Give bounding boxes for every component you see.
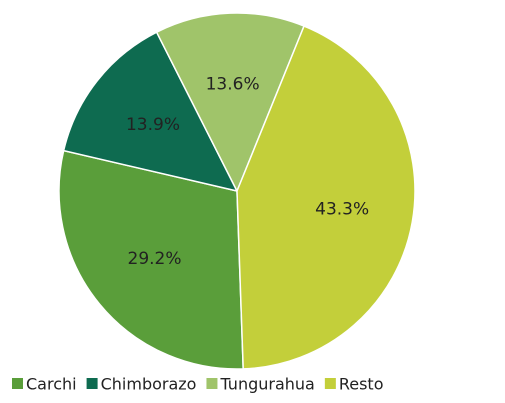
legend-swatch (86, 378, 98, 389)
pie-slice (236, 25, 416, 370)
pie-slice (62, 31, 239, 193)
legend-swatch (324, 378, 336, 389)
legend-label: Tungurahua (219, 375, 314, 394)
legend-label: Resto (339, 375, 384, 394)
data-label: 13.6% (206, 74, 260, 94)
pie-slice (58, 149, 244, 370)
data-label: 43.3% (315, 200, 369, 220)
data-label: 13.9% (126, 115, 180, 135)
legend-label: Carchi (26, 375, 77, 394)
legend-swatch (12, 378, 23, 389)
data-label: 29.2% (128, 249, 182, 269)
pie-slice (155, 12, 306, 193)
legend-swatch (206, 378, 218, 389)
legend-label: Chimborazo (101, 375, 197, 394)
